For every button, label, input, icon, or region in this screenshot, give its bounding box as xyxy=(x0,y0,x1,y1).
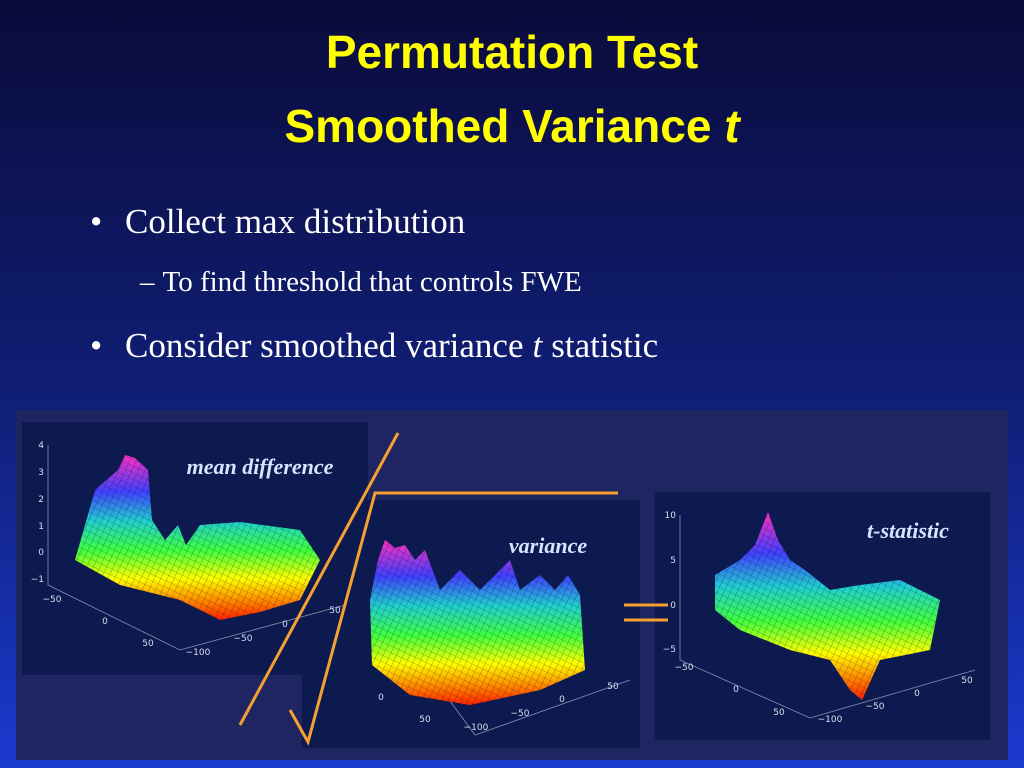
x-tick-label: 50 xyxy=(419,715,431,725)
y-tick-label: 0 xyxy=(559,695,565,705)
z-tick-label: 0 xyxy=(670,601,676,611)
x-tick-label: 50 xyxy=(142,639,154,649)
bullet-text: Consider smoothed variance t statistic xyxy=(125,326,658,366)
title-line-2: Smoothed Variance t xyxy=(0,102,1024,150)
x-tick-label: −50 xyxy=(675,663,694,673)
text: statistic xyxy=(551,326,659,365)
y-tick-label: −50 xyxy=(866,702,885,712)
title-line-1: Permutation Test xyxy=(325,26,699,78)
panel-label: mean difference xyxy=(187,454,334,479)
y-tick-label: 0 xyxy=(914,689,920,699)
x-tick-label: −50 xyxy=(43,595,62,605)
z-tick-label: −1 xyxy=(31,575,44,585)
y-tick-label: 0 xyxy=(282,620,288,630)
y-tick-label: −50 xyxy=(234,634,253,644)
z-tick-label: 1 xyxy=(38,522,44,532)
y-tick-label: −100 xyxy=(186,648,211,658)
z-tick-label: 10 xyxy=(665,511,677,521)
title-italic: t xyxy=(724,100,740,152)
y-tick-label: 50 xyxy=(329,606,341,616)
bullet-text: Collect max distribution xyxy=(125,202,466,241)
x-tick-label: 0 xyxy=(102,617,108,627)
z-tick-label: 2 xyxy=(38,495,44,505)
z-tick-label: −5 xyxy=(663,645,676,655)
x-tick-label: 50 xyxy=(773,708,785,718)
title-text: Smoothed Variance xyxy=(284,100,712,152)
y-tick-label: −50 xyxy=(511,709,530,719)
panel-label: t-statistic xyxy=(867,518,949,543)
y-tick-label: 50 xyxy=(961,676,973,686)
y-tick-label: −100 xyxy=(818,715,843,725)
y-tick-label: 50 xyxy=(607,682,619,692)
panel-label: variance xyxy=(509,533,587,558)
z-tick-label: 5 xyxy=(670,556,676,566)
text: Consider smoothed variance xyxy=(125,326,524,365)
x-tick-label: 0 xyxy=(378,693,384,703)
orange-strokes xyxy=(238,432,668,746)
x-tick-label: 0 xyxy=(733,685,739,695)
sub-bullet: To find threshold that controls FWE xyxy=(140,266,582,299)
z-tick-label: 4 xyxy=(38,441,44,451)
sub-bullet-text: To find threshold that controls FWE xyxy=(162,266,582,298)
surfaces xyxy=(75,455,940,705)
italic: t xyxy=(532,326,543,365)
y-tick-label: −100 xyxy=(464,723,489,733)
z-tick-label: 3 xyxy=(38,468,44,478)
z-tick-label: 0 xyxy=(38,548,44,558)
